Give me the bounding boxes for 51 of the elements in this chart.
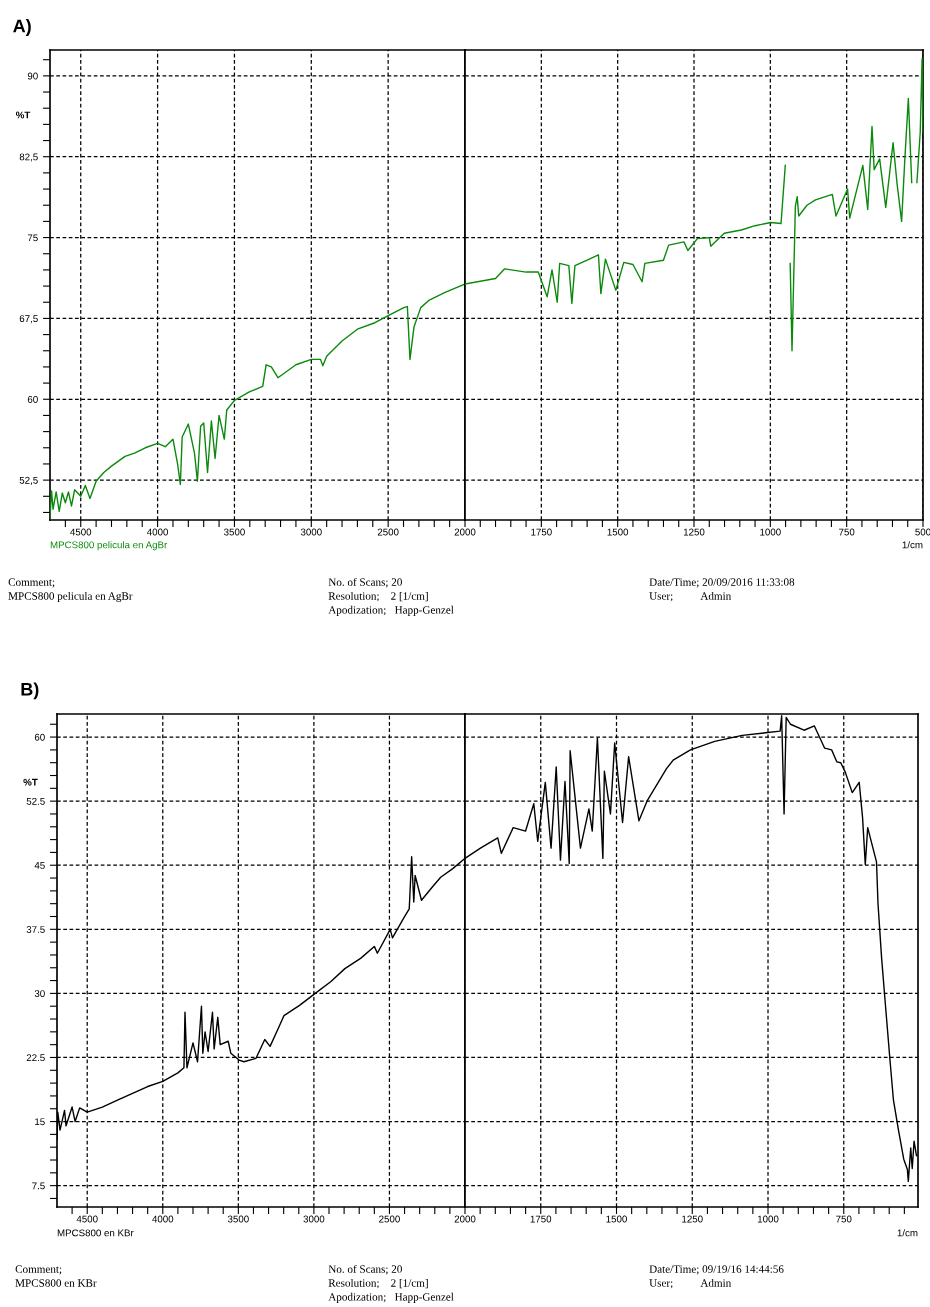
- y-tick-label: 60: [27, 396, 38, 403]
- text: MPCS800 en KBr: [57, 1229, 134, 1237]
- y-tick-label: 82,5: [19, 153, 38, 162]
- y-tick-label: 7.5: [32, 1182, 45, 1190]
- x-tick-label: 1500: [607, 528, 629, 536]
- x-tick-label: 3000: [300, 528, 322, 536]
- x-tick-label: 4000: [152, 1215, 174, 1223]
- text: Date/Time; 09/19/16 14:44:56 User; Admin: [649, 1265, 784, 1289]
- x-tick-label: 2500: [379, 1215, 400, 1223]
- x-tick-label: 2000: [454, 1215, 476, 1223]
- y-axis-title: %T: [15, 111, 31, 119]
- x-tick-label: 2500: [377, 528, 399, 536]
- text: Comment; MPCS800 en KBr: [15, 1265, 97, 1287]
- y-tick-label: 37.5: [26, 926, 45, 933]
- x-tick-label: 3500: [224, 528, 245, 536]
- chart-title: B): [21, 682, 39, 700]
- x-tick-label: 500: [915, 528, 930, 536]
- y-tick-label: 45: [34, 862, 45, 869]
- y-tick-label: 52,5: [19, 476, 38, 485]
- text: MPCS800 pelicula en AgBr: [50, 541, 168, 551]
- x-tick-label: 750: [839, 528, 855, 536]
- chart-title: A): [13, 19, 31, 36]
- x-tick-label: 4500: [76, 1215, 98, 1223]
- text: No. of Scans; 20 Resolution; 2 [1/cm] Apodization; Happ-Genzel: [328, 1264, 454, 1303]
- x-tick-label: 3500: [227, 1215, 249, 1223]
- y-tick-label: 52.5: [26, 797, 45, 805]
- x-tick-label: 1500: [606, 1215, 627, 1223]
- y-tick-label: 15: [35, 1118, 45, 1126]
- x-tick-label: 1000: [757, 1215, 779, 1223]
- x-tick-label: 750: [836, 1215, 852, 1223]
- y-axis-title: %T: [23, 778, 38, 786]
- x-axis-title: 1/cm: [897, 1229, 918, 1237]
- text: No. of Scans; 20 Resolution; 2 [1/cm] Apodization; Happ-Genzel: [328, 577, 454, 616]
- x-tick-label: 2000: [454, 528, 476, 536]
- x-tick-label: 4500: [70, 528, 92, 536]
- y-tick-label: 75: [27, 234, 38, 242]
- x-tick-label: 1250: [683, 528, 705, 536]
- y-tick-label: 67,5: [19, 315, 38, 324]
- x-tick-label: 4000: [147, 528, 169, 536]
- y-tick-label: 60: [34, 733, 45, 741]
- x-axis-title: 1/cm: [902, 541, 923, 549]
- y-tick-label: 22.5: [26, 1054, 45, 1062]
- y-tick-label: 30: [34, 990, 45, 998]
- text: Comment; MPCS800 pelicula en AgBr: [8, 578, 133, 603]
- y-tick-label: 90: [27, 72, 38, 80]
- x-tick-label: 1250: [682, 1215, 703, 1223]
- x-tick-label: 3000: [303, 1215, 325, 1223]
- x-tick-label: 1750: [531, 528, 552, 536]
- x-tick-label: 1000: [760, 528, 781, 536]
- x-tick-label: 1750: [530, 1215, 552, 1223]
- text: Date/Time; 20/09/2016 11:33:08 User; Admin: [649, 578, 795, 602]
